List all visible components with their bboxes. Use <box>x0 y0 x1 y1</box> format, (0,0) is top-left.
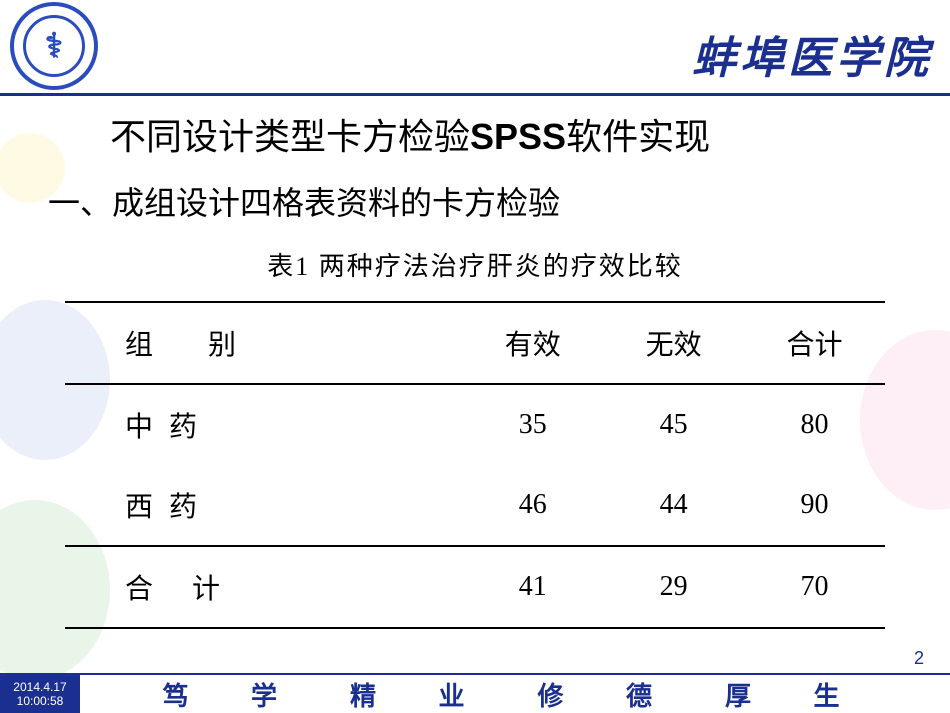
cell-value: 44 <box>603 465 744 546</box>
col-total: 合计 <box>744 302 885 384</box>
motto-word: 精 业 <box>350 676 493 713</box>
slide-content: 不同设计类型卡方检验SPSS软件实现 一、成组设计四格表资料的卡方检验 表1 两… <box>0 96 950 629</box>
slide-title: 不同设计类型卡方检验SPSS软件实现 <box>40 108 910 160</box>
table-header-row: 组 别 有效 无效 合计 <box>65 302 885 384</box>
section-heading: 一、成组设计四格表资料的卡方检验 <box>40 178 910 224</box>
footer-date: 2014.4.17 <box>13 680 66 694</box>
cell-value: 35 <box>462 384 603 465</box>
title-spss: SPSS <box>470 116 566 157</box>
footer-motto: 笃 学 精 业 修 德 厚 生 <box>80 676 950 713</box>
cell-label: 合 计 <box>65 546 462 628</box>
col-group: 组 别 <box>65 302 462 384</box>
slide-header: ⚕ 蚌埠医学院 <box>0 0 950 96</box>
cell-value: 80 <box>744 384 885 465</box>
motto-word: 修 德 <box>537 676 680 713</box>
table-row: 西药 46 44 90 <box>65 465 885 546</box>
table-caption: 表1 两种疗法治疗肝炎的疗效比较 <box>40 246 910 283</box>
cell-label: 西药 <box>65 465 462 546</box>
cell-value: 90 <box>744 465 885 546</box>
col-ineffective: 无效 <box>603 302 744 384</box>
col-effective: 有效 <box>462 302 603 384</box>
cell-value: 45 <box>603 384 744 465</box>
title-post: 软件实现 <box>566 117 710 157</box>
logo-icon: ⚕ <box>23 15 85 77</box>
slide-footer: 2014.4.17 10:00:58 笃 学 精 业 修 德 厚 生 <box>0 673 950 713</box>
timestamp: 2014.4.17 10:00:58 <box>0 675 80 713</box>
data-table: 组 别 有效 无效 合计 中药 35 45 80 西药 46 44 90 合 计… <box>65 301 885 629</box>
cell-value: 29 <box>603 546 744 628</box>
motto-word: 笃 学 <box>162 676 305 713</box>
cell-label: 中药 <box>65 384 462 465</box>
table-row-total: 合 计 41 29 70 <box>65 546 885 628</box>
institution-name: 蚌埠医学院 <box>692 22 932 86</box>
cell-value: 41 <box>462 546 603 628</box>
institution-logo: ⚕ <box>10 2 98 90</box>
page-number: 2 <box>914 648 924 669</box>
title-pre: 不同设计类型卡方检验 <box>110 117 470 157</box>
motto-word: 厚 生 <box>725 676 868 713</box>
cell-value: 70 <box>744 546 885 628</box>
cell-value: 46 <box>462 465 603 546</box>
footer-time: 10:00:58 <box>17 694 64 708</box>
table-row: 中药 35 45 80 <box>65 384 885 465</box>
